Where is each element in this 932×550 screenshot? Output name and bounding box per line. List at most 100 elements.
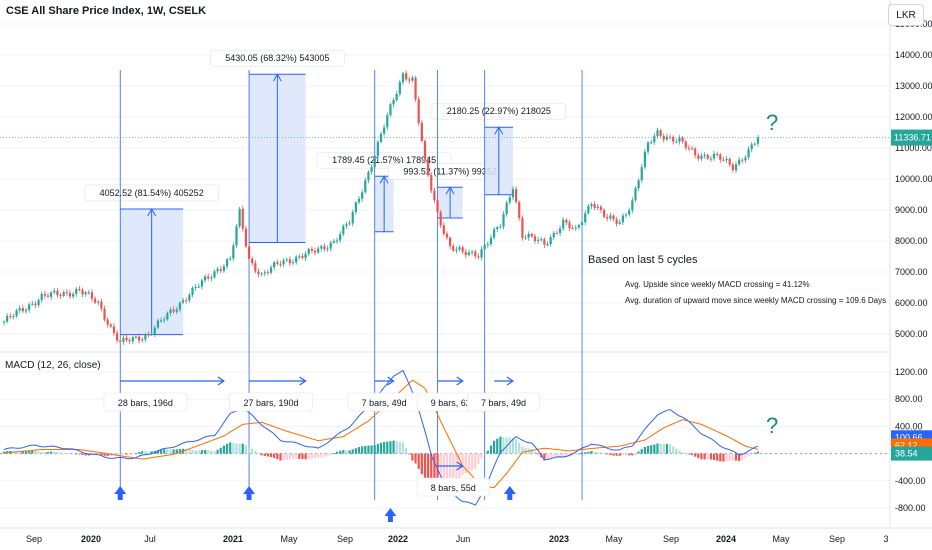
candle-body: [577, 225, 581, 228]
macd-histogram-bar: [405, 448, 408, 454]
candle-body: [543, 239, 546, 245]
macd-histogram-bar: [163, 449, 166, 454]
macd-value-label: 100.66: [895, 432, 923, 442]
macd-histogram-bar: [480, 453, 483, 459]
duration-arrow-head: [217, 376, 225, 386]
macd-histogram-bar: [580, 452, 584, 454]
macd-histogram-bar: [634, 453, 637, 455]
macd-histogram-bar: [684, 452, 687, 454]
macd-histogram-bar: [505, 437, 508, 454]
macd-line: [3, 369, 759, 506]
candle-body: [112, 326, 116, 333]
macd-histogram-bar: [753, 452, 756, 454]
measurement-arrow-head: [147, 207, 157, 217]
candle-body: [282, 260, 285, 265]
candle-body: [119, 340, 122, 342]
macd-histogram-bar: [694, 453, 697, 457]
macd-histogram-bar: [518, 442, 521, 454]
candle-body: [172, 309, 175, 312]
macd-histogram-bar: [442, 453, 445, 487]
candle-body: [464, 251, 467, 256]
candle-body: [552, 232, 555, 238]
candle-body: [131, 337, 134, 342]
macd-histogram-bar: [373, 445, 376, 454]
candle-body: [584, 213, 587, 223]
candle-body: [370, 167, 373, 172]
candle-body: [499, 226, 502, 228]
macd-histogram-bar: [241, 443, 244, 454]
macd-histogram-bar: [119, 453, 122, 455]
candle-body: [244, 228, 248, 247]
current-price-tag: [891, 129, 932, 146]
macd-histogram-bar: [301, 453, 304, 460]
candle-body: [467, 252, 471, 256]
candle-body: [34, 303, 37, 306]
macd-histogram-bar: [659, 443, 662, 454]
duration-label: 7 bars, 49d: [481, 398, 526, 408]
price-tick-label: 10000.00: [895, 174, 932, 184]
macd-histogram-bar: [285, 453, 288, 461]
candle-body: [229, 258, 232, 260]
macd-histogram-bar: [178, 449, 182, 454]
candle-body: [222, 266, 226, 271]
duration-label: 28 bars, 196d: [118, 398, 173, 408]
candle-body: [194, 287, 197, 289]
macd-histogram-bar: [332, 453, 335, 454]
candle-body: [109, 324, 112, 327]
x-tick-label: May: [605, 534, 623, 544]
macd-histogram-bar: [247, 446, 251, 454]
macd-histogram-bar: [411, 453, 414, 461]
candle-body: [672, 136, 675, 142]
macd-histogram: [2, 436, 760, 487]
macd-histogram-bar: [474, 453, 477, 470]
candle-body: [78, 289, 81, 291]
candle-body: [514, 189, 518, 202]
macd-histogram-bar: [423, 453, 427, 480]
candle-body: [455, 249, 458, 251]
macd-histogram-bar: [471, 453, 474, 471]
macd-histogram-bar: [298, 453, 301, 459]
macd-histogram-bar: [596, 451, 599, 454]
macd-histogram-bar: [323, 453, 326, 457]
candle-body: [37, 300, 40, 306]
candle-body: [734, 164, 738, 171]
macd-histogram-bar: [207, 450, 210, 454]
macd-histogram-bar: [288, 453, 291, 460]
avg-duration-note: Avg. duration of upward move since weekl…: [625, 296, 886, 305]
candle-body: [690, 148, 694, 150]
candle-body: [527, 233, 530, 238]
duration-label: 7 bars, 49d: [362, 398, 407, 408]
candle-body: [590, 204, 593, 207]
candle-body: [348, 223, 351, 225]
macd-histogram-bar: [590, 451, 593, 454]
candle-body: [615, 219, 618, 224]
candle-body: [213, 271, 216, 278]
duration-arrow-head: [456, 376, 464, 386]
candle-body: [728, 159, 731, 165]
macd-histogram-bar: [75, 453, 78, 455]
macd-histogram-bar: [232, 442, 235, 454]
candle-body: [241, 208, 244, 229]
price-tick-label: 14000.00: [895, 50, 932, 60]
candle-body: [59, 295, 62, 297]
macd-histogram-bar: [15, 451, 18, 454]
candle-body: [518, 201, 521, 218]
macd-histogram-bar: [229, 442, 232, 454]
macd-histogram-bar: [615, 453, 618, 456]
duration-label-bg: [416, 477, 490, 497]
macd-tick-label: 800.00: [895, 394, 923, 404]
macd-histogram-bar: [502, 437, 505, 454]
candle-body: [621, 215, 625, 223]
candle-body: [612, 215, 615, 220]
x-tick-label: 3: [883, 534, 888, 544]
macd-histogram-bar: [40, 451, 43, 454]
macd-histogram-bar: [449, 453, 452, 484]
macd-histogram-bar: [210, 450, 213, 454]
x-tick-label: 2023: [549, 534, 569, 544]
candle-body: [90, 292, 94, 299]
macd-histogram-bar: [599, 452, 603, 454]
macd-histogram-bar: [552, 453, 555, 459]
candle-body: [50, 292, 53, 297]
macd-histogram-bar: [653, 444, 656, 454]
currency-button[interactable]: LKR: [888, 4, 924, 26]
